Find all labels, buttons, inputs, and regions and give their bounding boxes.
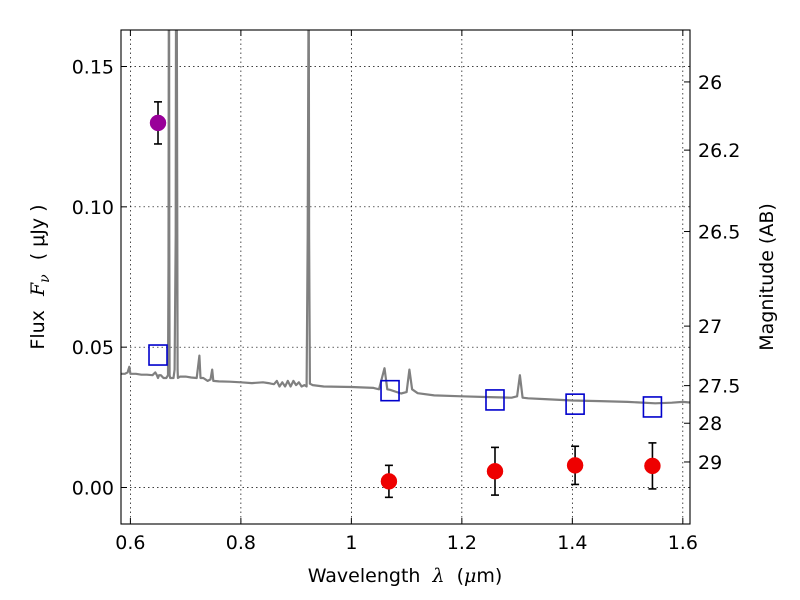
x-tick-label: 0.6 — [115, 532, 145, 554]
y2-tick-label: 26 — [698, 72, 722, 94]
y-tick-label: 0.15 — [72, 56, 114, 78]
model-flux-square — [380, 379, 400, 402]
y-tick-label: 0.00 — [72, 478, 114, 500]
x-tick-label: 1.6 — [668, 532, 698, 554]
x-axis-label: Wavelength λ (μm) — [308, 565, 503, 587]
model-flux-square — [642, 396, 663, 418]
y-axis-label: Flux Fν ( μJy ) — [27, 204, 54, 349]
x-axis-ticks: 0.6 0.8 1 1.2 1.4 1.6 — [115, 30, 698, 554]
model-flux-square — [148, 344, 168, 366]
y2-tick-label: 27 — [698, 316, 722, 338]
x-tick-label: 0.8 — [226, 532, 256, 554]
y2-tick-label: 26.2 — [698, 140, 740, 162]
plot-contents — [121, 30, 690, 499]
y2-tick-label: 28 — [698, 413, 722, 435]
y2-tick-label: 27.5 — [698, 376, 740, 398]
observed-flux-markers — [149, 114, 661, 490]
plot-frame — [120, 29, 691, 525]
x-tick-label: 1 — [345, 532, 357, 554]
grid-lines — [121, 30, 690, 524]
x-tick-label: 1.2 — [447, 532, 477, 554]
model-flux-square — [485, 389, 505, 411]
model-bandpass-markers — [148, 344, 663, 418]
observed-flux-point — [149, 114, 167, 132]
y-tick-label: 0.05 — [72, 337, 114, 359]
y-axis-ticks: 0.00 0.05 0.10 0.15 — [72, 56, 127, 500]
observed-flux-point — [644, 457, 661, 475]
y2-axis-ticks: 26 26.2 26.5 27 27.5 28 29 — [684, 72, 740, 474]
observed-flux-point — [380, 473, 398, 490]
y2-axis-label: Magnitude (AB) — [756, 203, 778, 351]
model-spectrum-line — [121, 30, 690, 405]
observed-flux-point — [486, 462, 504, 480]
y2-tick-label: 29 — [698, 452, 722, 474]
y-tick-label: 0.10 — [72, 197, 114, 219]
y2-tick-label: 26.5 — [698, 222, 740, 244]
observed-flux-point — [566, 457, 584, 474]
x-tick-label: 1.4 — [557, 532, 587, 554]
model-flux-square — [565, 393, 585, 415]
